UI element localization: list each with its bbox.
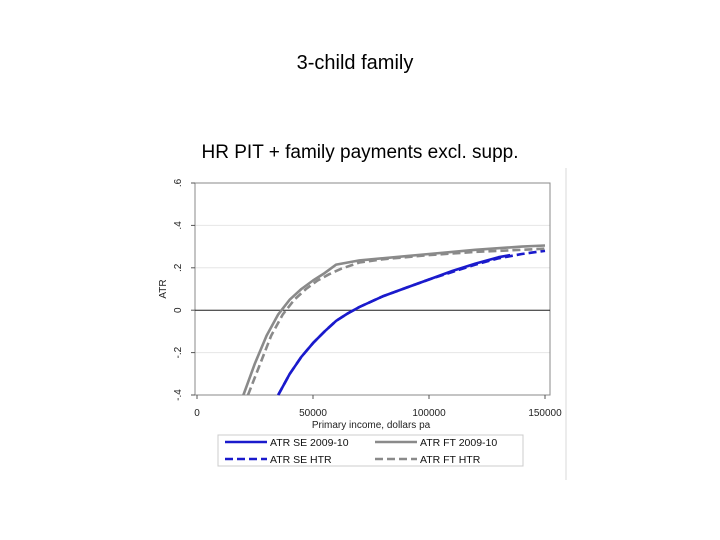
legend-label-1: ATR SE HTR [270, 454, 332, 466]
y-axis-ticks: -.4 -.2 0 .2 .4 .6 [173, 178, 195, 401]
plot-frame [194, 182, 551, 396]
y-tick-label-1: -.2 [173, 346, 184, 358]
x-tick-label-2: 100000 [412, 408, 446, 419]
legend-label-3: ATR FT HTR [420, 454, 481, 466]
series-line-3 [246, 247, 546, 396]
legend-label-0: ATR SE 2009-10 [270, 437, 349, 449]
series-lines [242, 244, 546, 396]
series-line-1 [277, 249, 546, 396]
series-line-2 [242, 244, 546, 396]
chart-title: HR PIT + family payments excl. supp. [201, 142, 519, 163]
y-axis-title: ATR [158, 279, 169, 298]
legend: ATR SE 2009-10 ATR SE HTR ATR FT 2009-10 AT… [217, 434, 524, 467]
gridlines [195, 224, 550, 354]
x-tick-label-3: 150000 [528, 408, 562, 419]
legend-label-2: ATR FT 2009-10 [420, 437, 497, 449]
x-tick-label-1: 50000 [299, 408, 327, 419]
series-line-0 [277, 253, 511, 396]
x-axis-ticks: 0 50000 100000 150000 [194, 395, 562, 419]
y-tick-label-5: .6 [173, 178, 184, 187]
slide-title: 3-child family [296, 52, 414, 74]
x-axis-title: Primary income, dollars pa [312, 420, 431, 431]
y-tick-label-4: .4 [173, 221, 184, 230]
x-tick-label-0: 0 [194, 408, 200, 419]
y-tick-label-3: .2 [173, 263, 184, 272]
legend-frame [217, 434, 524, 467]
y-tick-label-2: 0 [173, 307, 184, 313]
y-tick-label-0: -.4 [173, 389, 184, 401]
